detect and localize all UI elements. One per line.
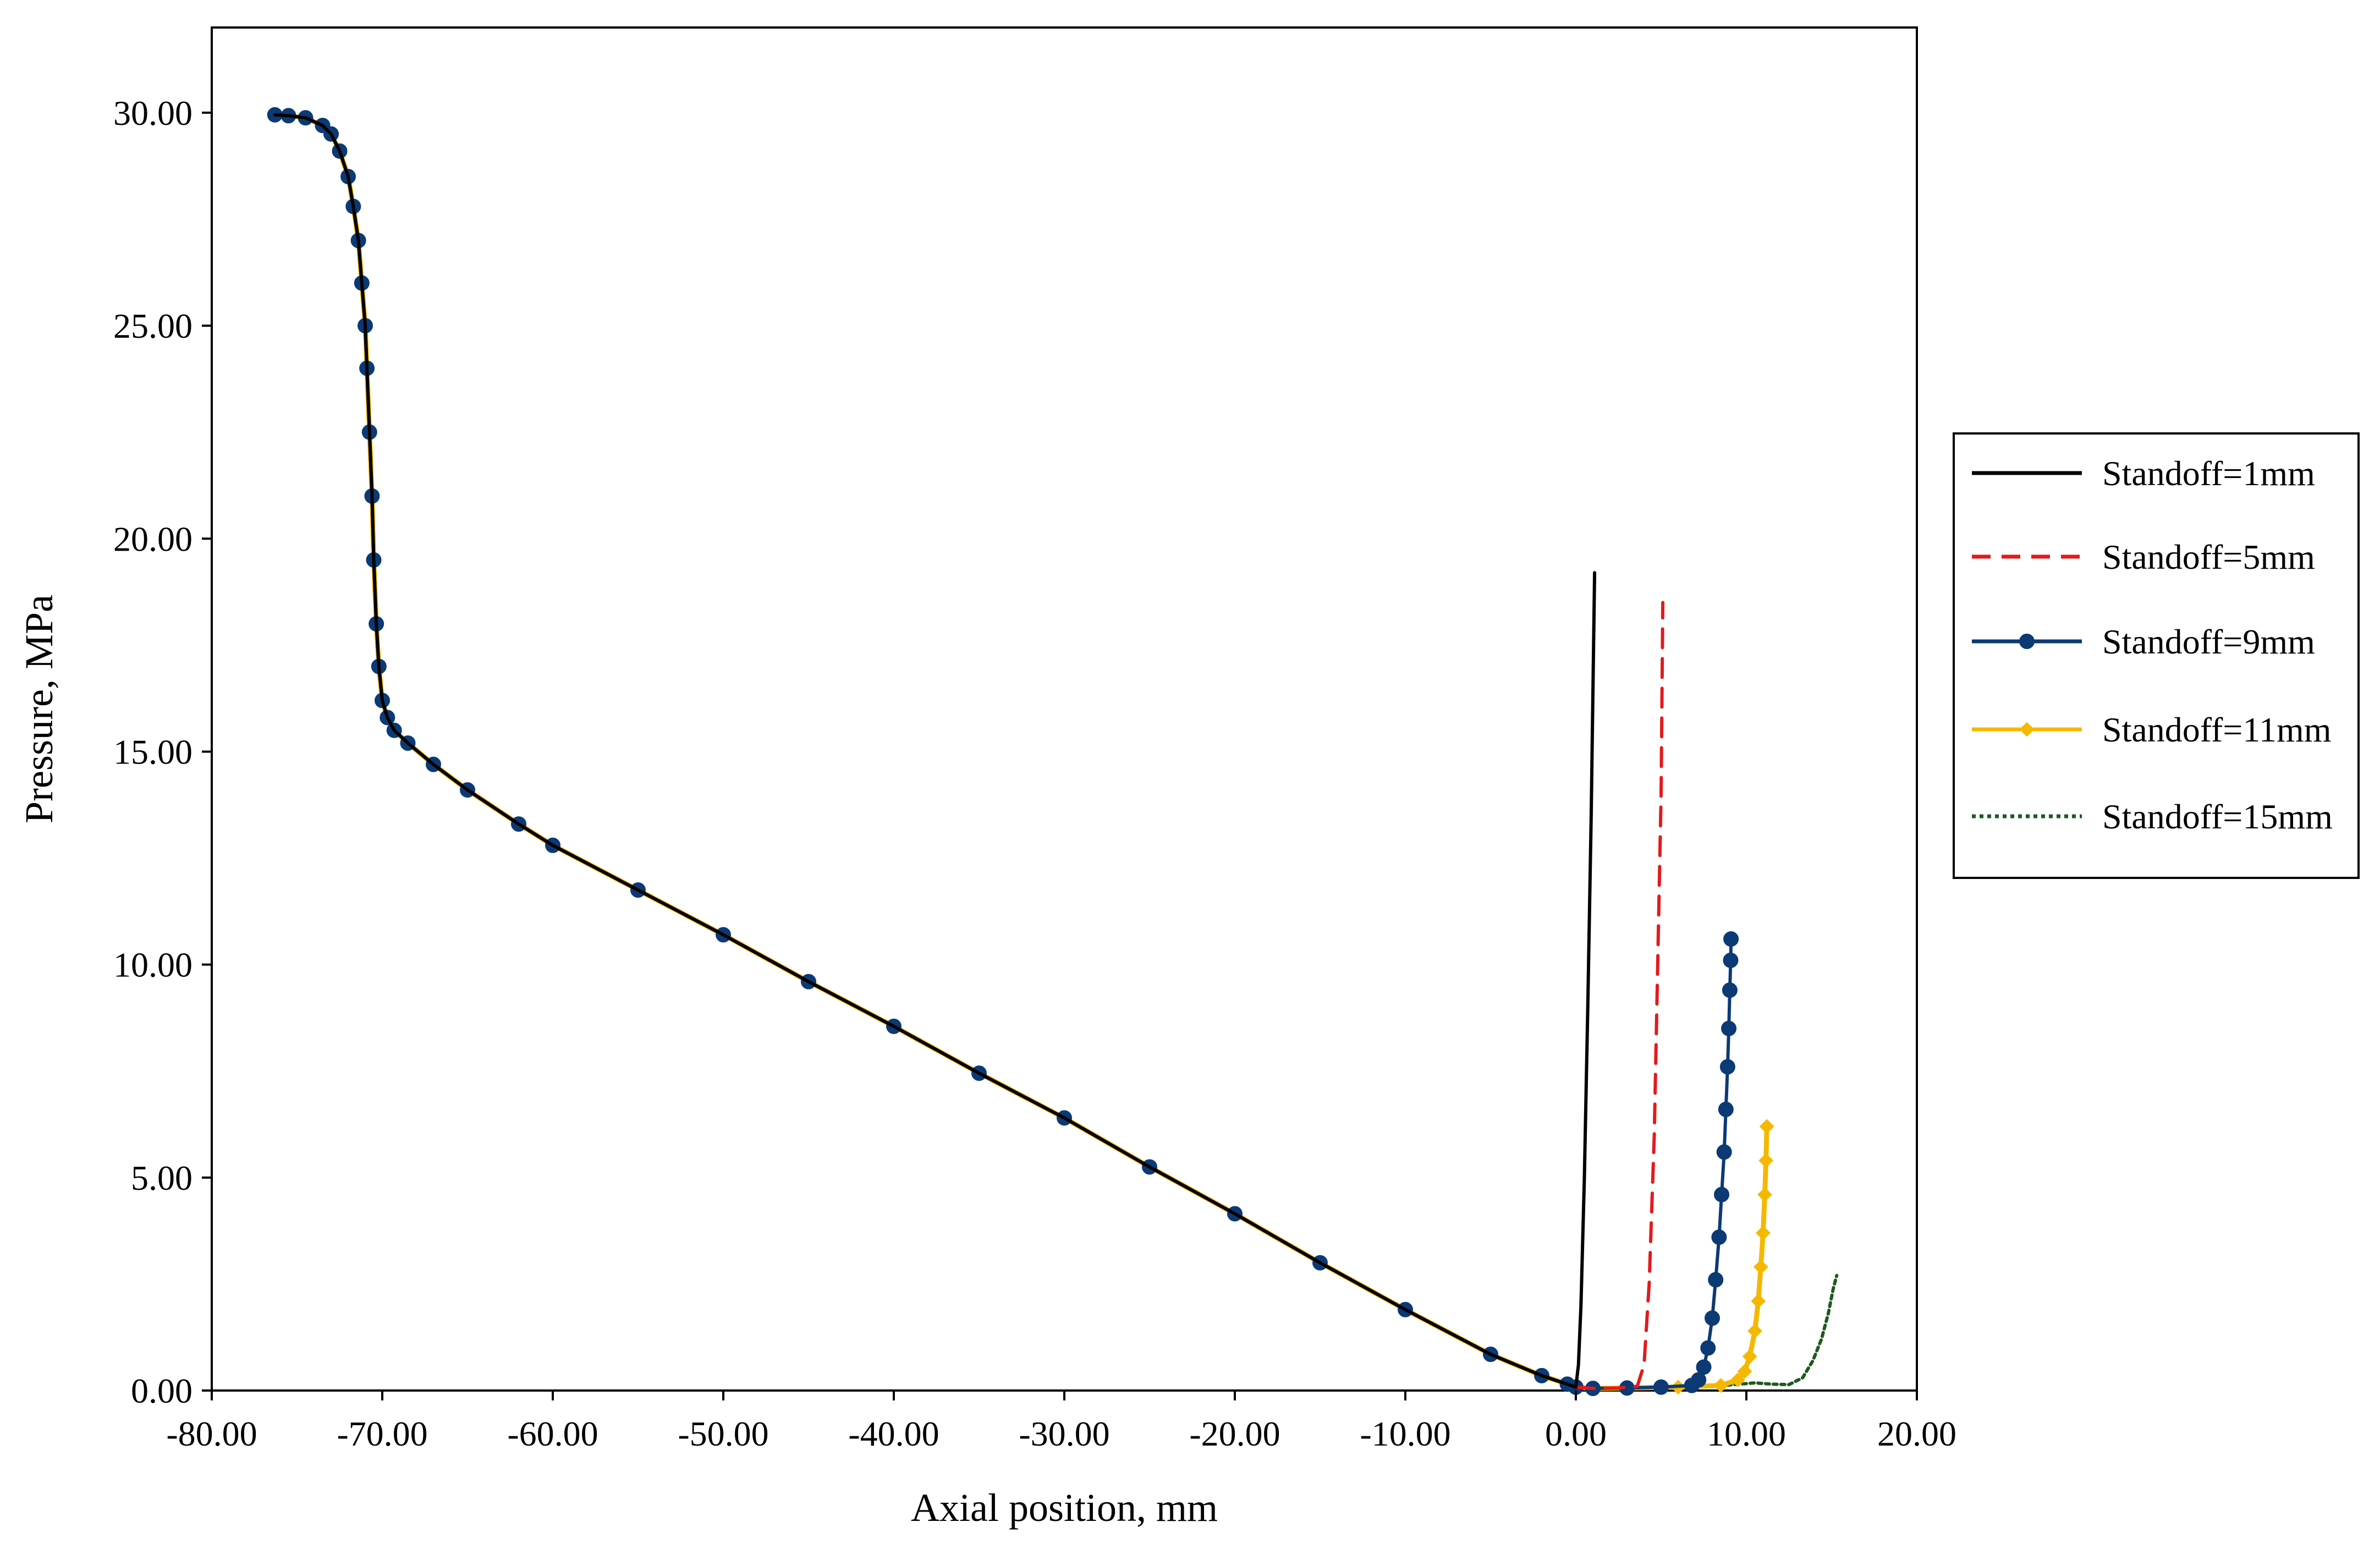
series-2-point (1700, 1340, 1716, 1356)
series-3-point (1737, 1364, 1752, 1379)
legend-label-1: Standoff=5mm (2102, 537, 2315, 576)
series-2-point (1722, 982, 1738, 998)
series-3-point (1747, 1323, 1762, 1339)
series-2-point (1723, 952, 1739, 968)
y-tick-label: 20.00 (113, 519, 193, 558)
y-tick-label: 0.00 (131, 1371, 193, 1410)
series-2-point (1711, 1229, 1727, 1245)
y-tick-label: 15.00 (113, 732, 193, 771)
series-0-line (273, 113, 1597, 1389)
series-3-point (1755, 1226, 1771, 1240)
series-3-point (1713, 1378, 1728, 1393)
x-tick-label: -60.00 (507, 1414, 598, 1453)
y-tick-label: 30.00 (113, 94, 193, 133)
x-tick-label: -50.00 (678, 1414, 768, 1453)
series-3-point (1751, 1293, 1766, 1309)
legend-box (1953, 432, 2360, 879)
series-2-point (1696, 1359, 1712, 1375)
series-3-point (1753, 1260, 1768, 1274)
y-axis-title: Pressure, MPa (17, 595, 61, 823)
series-2-point (1708, 1272, 1724, 1288)
series-3-point (1730, 1372, 1745, 1388)
x-tick-label: -70.00 (337, 1414, 427, 1453)
legend-label-2: Standoff=9mm (2102, 622, 2315, 661)
series-3-point (1757, 1187, 1772, 1202)
plot-area (211, 26, 1918, 1392)
y-tick-label: 5.00 (131, 1158, 193, 1197)
x-tick-label: 0.00 (1545, 1414, 1607, 1453)
x-tick-label: -80.00 (166, 1414, 257, 1453)
x-tick-label: -40.00 (848, 1414, 939, 1453)
series-3-point (1758, 1153, 1774, 1168)
series-2-point (1723, 931, 1739, 947)
series-2-point (1714, 1186, 1730, 1202)
legend-label-0: Standoff=1mm (2102, 454, 2315, 493)
y-tick-label: 25.00 (113, 306, 193, 345)
x-tick-label: -20.00 (1189, 1414, 1280, 1453)
series-layer (267, 107, 1839, 1397)
x-tick-label: -30.00 (1019, 1414, 1109, 1453)
series-2-point (1653, 1379, 1669, 1395)
x-tick-label: 10.00 (1707, 1414, 1786, 1453)
series-0 (273, 113, 1597, 1389)
y-tick-label: 10.00 (113, 946, 193, 985)
series-2-point (1705, 1310, 1720, 1326)
x-axis-title: Axial position, mm (911, 1486, 1218, 1530)
x-tick-label: -10.00 (1360, 1414, 1450, 1453)
series-3-point (2019, 722, 2035, 737)
series-3-point (1742, 1349, 1757, 1364)
series-2-point (1691, 1372, 1707, 1388)
legend: Standoff=1mm Standoff=5mm Standoff=9mm Stan… (1953, 432, 2360, 879)
series-2-point (1718, 1101, 1734, 1117)
series-3-point (1759, 1119, 1774, 1134)
x-tick-label: 20.00 (1877, 1414, 1956, 1453)
legend-label-4: Standoff=15mm (2102, 797, 2333, 836)
series-2-point (1721, 1020, 1737, 1036)
series-2-point (1719, 1059, 1735, 1075)
series-2-point (2019, 634, 2035, 649)
series-2-point (1716, 1144, 1732, 1160)
legend-label-3: Standoff=11mm (2102, 710, 2332, 749)
axes-layer: -80.00 -70.00 -60.00 -50.00 -40.00 -30.00 -20.… (113, 94, 1956, 1453)
